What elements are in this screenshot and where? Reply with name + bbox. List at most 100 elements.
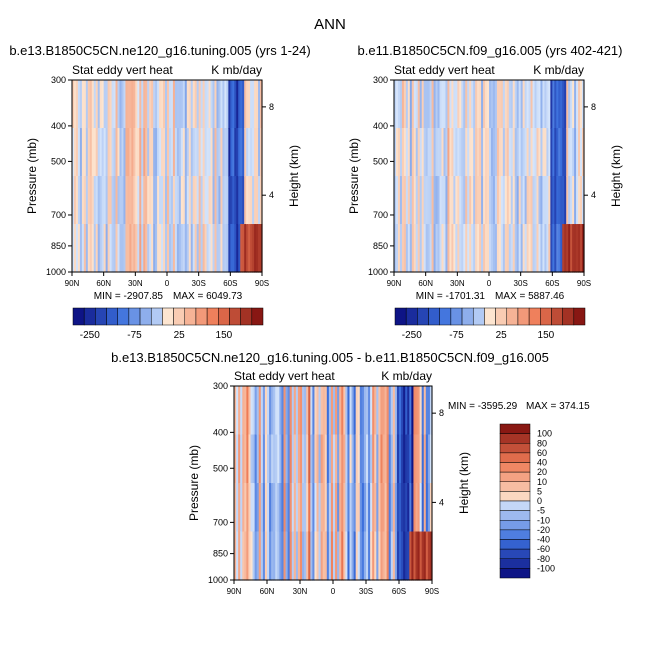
- colorbar-box: [499, 558, 531, 569]
- heatmap-cell: [477, 80, 480, 129]
- heatmap-cell: [374, 483, 377, 533]
- heatmap-cell: [218, 128, 222, 177]
- y-tick-label: 400: [51, 121, 66, 131]
- heatmap-cell: [75, 128, 79, 177]
- heatmap-cell: [576, 128, 579, 177]
- heatmap-cell: [382, 531, 386, 581]
- heatmap-cell: [113, 176, 117, 225]
- heatmap-cell: [147, 80, 150, 129]
- heatmap-cell: [419, 531, 423, 581]
- heatmap-cell: [238, 80, 241, 129]
- colorbar-box: [562, 307, 575, 326]
- heatmap-cell: [473, 128, 476, 177]
- heatmap-cell: [291, 531, 295, 581]
- heatmap-cell: [370, 386, 373, 436]
- heatmap-cell: [149, 176, 152, 225]
- heatmap-cell: [415, 531, 419, 581]
- heatmap-cell: [226, 128, 229, 177]
- heatmap-cell: [394, 224, 397, 273]
- heatmap-cell: [419, 224, 423, 273]
- heatmap-cell: [250, 434, 254, 484]
- heatmap-cell: [413, 80, 417, 129]
- heatmap-cell: [165, 224, 168, 273]
- heatmap-cell: [103, 128, 107, 177]
- heatmap-cell: [258, 224, 261, 273]
- y-right-tick-label: 8: [439, 408, 444, 418]
- heatmap-cell: [439, 224, 443, 273]
- heatmap-cell: [399, 80, 403, 129]
- heatmap-cell: [182, 224, 186, 273]
- heatmap-cell: [415, 128, 419, 177]
- heatmap-cell: [206, 80, 210, 129]
- heatmap-cell: [524, 224, 528, 273]
- heatmap-cell: [343, 531, 346, 581]
- heatmap-cell: [252, 128, 255, 177]
- colorbar-label: -75: [127, 330, 142, 341]
- heatmap-cell: [403, 176, 407, 225]
- colorbar-box: [499, 491, 531, 502]
- heatmap-cell: [411, 224, 415, 273]
- heatmap-cell: [423, 224, 427, 273]
- heatmap-cell: [433, 176, 437, 225]
- heatmap-cell: [198, 128, 202, 177]
- colorbar-box: [173, 307, 186, 326]
- heatmap-cell: [475, 224, 478, 273]
- heatmap-cell: [234, 128, 237, 177]
- heatmap-cell: [176, 176, 180, 225]
- heatmap-cell: [184, 128, 188, 177]
- heatmap-cell: [556, 176, 559, 225]
- heatmap-cell: [161, 224, 164, 273]
- heatmap-cell: [492, 224, 496, 273]
- heatmap-cell: [200, 80, 204, 129]
- heatmap-cell: [388, 483, 392, 533]
- x-tick-label: 60N: [96, 279, 111, 288]
- heatmap-cell: [467, 80, 470, 129]
- heatmap-cell: [133, 80, 136, 129]
- heatmap-cell: [562, 80, 565, 129]
- heatmap-cell: [230, 224, 233, 273]
- heatmap-cell: [502, 128, 506, 177]
- y-tick-label: 850: [51, 241, 66, 251]
- heatmap-cell: [363, 386, 367, 436]
- heatmap-cell: [407, 434, 410, 484]
- colorbar-label: 150: [538, 330, 555, 341]
- heatmap-cell: [308, 531, 311, 581]
- heatmap-cell: [180, 80, 184, 129]
- heatmap-cell: [522, 224, 526, 273]
- heatmap-cell: [141, 128, 144, 177]
- heatmap-cell: [111, 128, 115, 177]
- heatmap-cell: [184, 176, 188, 225]
- heatmap-cell: [285, 531, 289, 581]
- heatmap-cell: [386, 386, 390, 436]
- heatmap-cell: [405, 176, 409, 225]
- heatmap-cell: [564, 80, 567, 129]
- heatmap-cell: [518, 80, 522, 129]
- heatmap-cell: [157, 176, 160, 225]
- heatmap-cell: [91, 224, 95, 273]
- heatmap-cell: [256, 386, 260, 436]
- heatmap-cell: [275, 483, 278, 533]
- heatmap-cell: [226, 224, 229, 273]
- heatmap-cell: [417, 386, 421, 436]
- colorbar-label: 100: [537, 429, 552, 439]
- heatmap-cell: [141, 176, 144, 225]
- heatmap-cell: [194, 224, 198, 273]
- heatmap-cell: [95, 176, 99, 225]
- colorbar-label: -60: [537, 544, 550, 554]
- chart-panel-3: b.e13.B1850C5CN.ne120_g16.tuning.005 - b…: [111, 350, 590, 596]
- heatmap-cell: [139, 176, 142, 225]
- heatmap-cell: [99, 224, 103, 273]
- heatmap-cell: [355, 386, 359, 436]
- heatmap-cell: [380, 483, 384, 533]
- heatmap-cell: [451, 224, 454, 273]
- heatmap-cell: [449, 128, 452, 177]
- heatmap-cell: [320, 531, 324, 581]
- heatmap-cell: [196, 128, 200, 177]
- heatmap-cell: [540, 128, 544, 177]
- heatmap-cell: [439, 176, 443, 225]
- heatmap-cell: [87, 224, 91, 273]
- heatmap-cell: [405, 483, 408, 533]
- heatmap-cell: [572, 128, 575, 177]
- heatmap-cell: [372, 386, 375, 436]
- heatmap-cell: [423, 434, 427, 484]
